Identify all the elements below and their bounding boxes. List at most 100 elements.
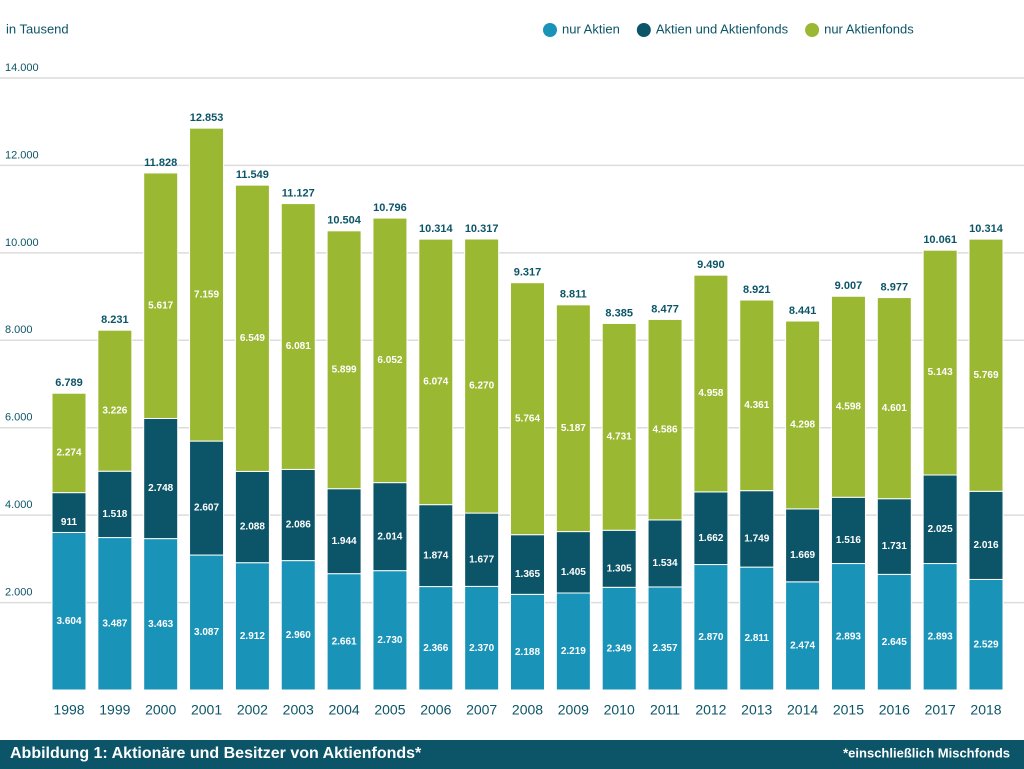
total-label: 6.789 bbox=[55, 377, 83, 389]
bar-segment bbox=[922, 563, 958, 691]
bar-segment bbox=[326, 488, 362, 575]
value-label: 4.598 bbox=[836, 401, 861, 412]
value-label: 2.274 bbox=[56, 448, 81, 459]
bar-segment bbox=[785, 508, 821, 583]
x-tick-label: 2000 bbox=[145, 702, 176, 718]
total-label: 11.828 bbox=[144, 157, 177, 169]
value-label: 2.748 bbox=[148, 483, 173, 494]
bar-segment bbox=[464, 238, 500, 514]
bar-segment bbox=[785, 581, 821, 691]
value-label: 2.370 bbox=[469, 643, 494, 654]
value-label: 2.960 bbox=[286, 630, 311, 641]
value-label: 2.730 bbox=[377, 635, 402, 646]
x-tick-label: 1998 bbox=[53, 702, 84, 718]
total-label: 10.061 bbox=[923, 234, 957, 246]
value-label: 911 bbox=[61, 517, 78, 528]
total-label: 11.549 bbox=[236, 169, 269, 181]
bar-segment bbox=[51, 392, 87, 494]
bar-segment bbox=[693, 274, 729, 493]
bar-segment bbox=[876, 573, 912, 691]
x-tick-label: 2007 bbox=[466, 702, 497, 718]
bar-segment bbox=[693, 491, 729, 566]
value-label: 2.025 bbox=[928, 524, 953, 535]
value-label: 3.226 bbox=[102, 405, 127, 416]
bar-segment bbox=[785, 320, 821, 510]
bar-segment bbox=[693, 564, 729, 691]
bar-segment bbox=[555, 304, 591, 533]
value-label: 3.487 bbox=[102, 618, 127, 629]
bar-segment bbox=[510, 534, 545, 595]
bar-segment bbox=[830, 563, 866, 691]
x-tick-label: 2011 bbox=[650, 702, 680, 718]
value-label: 1.518 bbox=[102, 509, 127, 520]
x-tick-label: 2008 bbox=[512, 702, 543, 718]
bar-segment bbox=[234, 562, 270, 691]
y-axis-label: in Tausend bbox=[6, 21, 69, 36]
bar-segment bbox=[143, 538, 179, 691]
footer-title: Abbildung 1: Aktionäre und Besitzer von … bbox=[10, 745, 422, 762]
value-label: 6.549 bbox=[240, 333, 265, 344]
bar-segment bbox=[464, 585, 500, 691]
bar-segment bbox=[968, 578, 1004, 691]
x-tick-label: 2005 bbox=[374, 702, 405, 718]
bar-segment bbox=[922, 249, 958, 476]
y-tick-label: 6.000 bbox=[5, 412, 33, 424]
bar-segment bbox=[555, 531, 591, 594]
value-label: 1.365 bbox=[515, 569, 540, 580]
x-tick-label: 2016 bbox=[879, 702, 910, 718]
bar-segment bbox=[922, 474, 958, 565]
value-label: 2.349 bbox=[607, 643, 632, 654]
bar-segment bbox=[280, 203, 316, 470]
legend-label: nur Aktien bbox=[562, 21, 620, 36]
total-label: 10.314 bbox=[419, 223, 454, 235]
value-label: 2.870 bbox=[698, 632, 723, 643]
x-tick-label: 2002 bbox=[237, 702, 268, 718]
value-label: 2.366 bbox=[423, 643, 448, 654]
y-tick-label: 10.000 bbox=[5, 237, 39, 249]
y-tick-label: 14.000 bbox=[5, 62, 39, 74]
bar-segment bbox=[968, 490, 1004, 580]
bar-segment bbox=[601, 586, 637, 691]
value-label: 4.731 bbox=[607, 432, 632, 443]
value-label: 1.749 bbox=[744, 534, 769, 545]
value-label: 5.764 bbox=[515, 413, 540, 424]
x-tick-label: 2018 bbox=[970, 702, 1001, 718]
bar-segment bbox=[647, 519, 683, 588]
total-label: 8.811 bbox=[560, 289, 587, 301]
value-label: 4.601 bbox=[882, 403, 907, 414]
bar-segment bbox=[280, 468, 316, 562]
value-label: 2.661 bbox=[332, 636, 357, 647]
total-label: 8.231 bbox=[101, 314, 129, 326]
x-tick-label: 2012 bbox=[695, 702, 726, 718]
value-label: 4.958 bbox=[698, 388, 723, 399]
x-tick-label: 2009 bbox=[558, 702, 589, 718]
bar-segment bbox=[189, 554, 225, 691]
value-label: 2.645 bbox=[882, 637, 907, 648]
value-label: 1.305 bbox=[607, 563, 632, 574]
bar-segment bbox=[189, 440, 225, 556]
value-label: 6.081 bbox=[286, 341, 311, 352]
value-label: 5.617 bbox=[148, 300, 173, 311]
legend-swatch bbox=[636, 23, 651, 37]
value-label: 5.187 bbox=[561, 423, 586, 434]
bar-segment bbox=[280, 560, 316, 691]
bar-segment bbox=[876, 498, 912, 575]
legend-label: Aktien und Aktienfonds bbox=[656, 21, 789, 36]
value-label: 1.662 bbox=[698, 533, 723, 544]
value-label: 2.912 bbox=[240, 631, 265, 642]
legend-label: nur Aktienfonds bbox=[824, 21, 914, 36]
value-label: 3.604 bbox=[56, 616, 81, 627]
bar-segment bbox=[510, 282, 545, 536]
value-label: 2.474 bbox=[790, 641, 815, 652]
total-label: 10.314 bbox=[969, 223, 1004, 235]
value-label: 2.014 bbox=[377, 531, 402, 542]
bar-segment bbox=[143, 417, 179, 540]
bar-segment bbox=[51, 531, 87, 691]
value-label: 2.607 bbox=[194, 503, 219, 514]
total-label: 12.853 bbox=[190, 112, 224, 124]
bar-segment bbox=[418, 238, 454, 506]
y-tick-label: 8.000 bbox=[5, 324, 33, 336]
value-label: 1.731 bbox=[882, 541, 907, 552]
value-label: 1.534 bbox=[653, 558, 678, 569]
value-label: 1.874 bbox=[423, 550, 448, 561]
